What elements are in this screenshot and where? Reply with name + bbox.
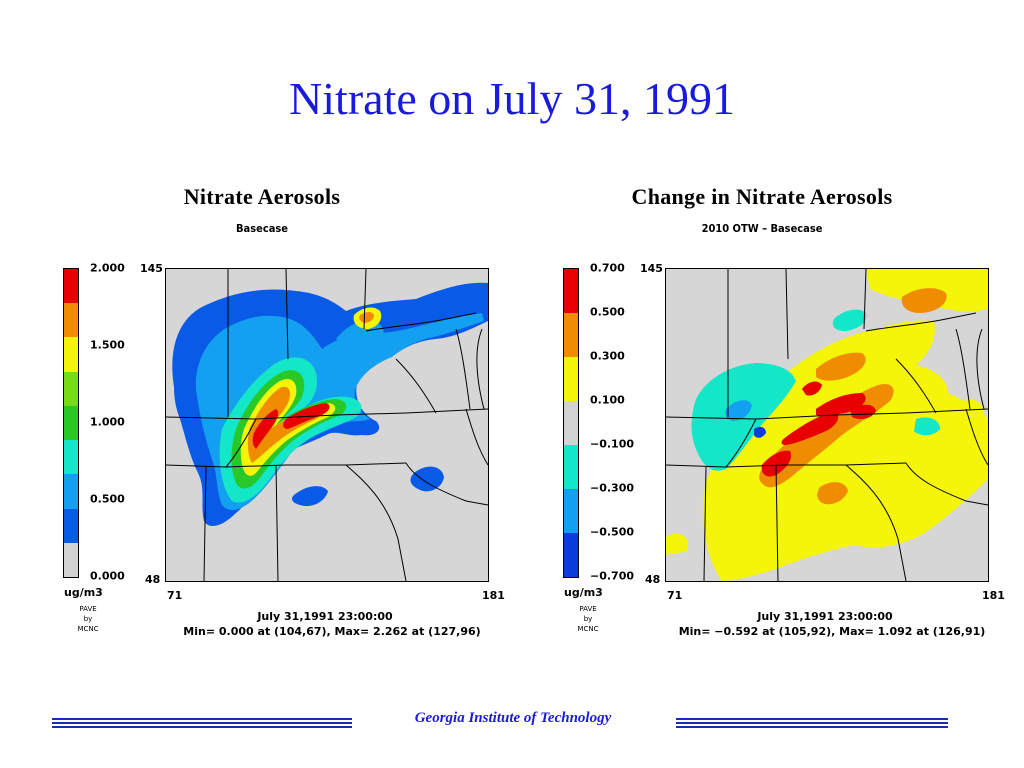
legend-label: −0.700: [590, 569, 635, 583]
units-label: ug/m3: [64, 586, 103, 599]
panel-title: Change in Nitrate Aerosols: [631, 184, 893, 209]
legend-swatch: [64, 337, 78, 372]
credit-text: PAVE by MCNC: [577, 605, 599, 633]
datetime-label: July 31,1991 23:00:00: [757, 610, 893, 623]
x-axis-left-label: 71: [667, 589, 683, 602]
legend-label: 0.000: [90, 569, 125, 583]
units-label: ug/m3: [564, 586, 603, 599]
x-axis-left-label: 71: [167, 589, 183, 602]
footer-rule-left: [52, 718, 352, 728]
x-axis-right-label: 181: [482, 589, 505, 602]
legend-swatch: [64, 508, 78, 543]
color-legend-bar: [63, 268, 79, 578]
legend-label: 0.100: [590, 393, 625, 407]
footer-text: Georgia Institute of Technology: [414, 710, 612, 726]
legend-swatch: [64, 542, 78, 577]
y-axis-bottom-label: 48: [145, 573, 161, 586]
panel-change-in-nitrate: Change in Nitrate Aerosols 2010 OTW – Ba…: [512, 178, 1012, 648]
legend-label: −0.300: [590, 481, 635, 495]
minmax-label: Min= −0.592 at (105,92), Max= 1.092 at (…: [678, 625, 986, 638]
panel-subtitle: 2010 OTW – Basecase: [701, 222, 823, 235]
datetime-label: July 31,1991 23:00:00: [257, 610, 393, 623]
legend-swatch: [564, 489, 578, 533]
legend-swatch: [64, 474, 78, 509]
legend-label: 0.300: [590, 349, 625, 363]
legend-label: 2.000: [90, 261, 125, 275]
legend-swatch: [564, 533, 578, 577]
y-axis-top-label: 145: [140, 262, 163, 275]
legend-label: 0.500: [590, 305, 625, 319]
legend-label: 0.500: [90, 492, 125, 506]
legend-swatch: [564, 357, 578, 401]
legend-label: 1.000: [90, 415, 125, 429]
legend-swatch: [64, 371, 78, 406]
credit-text: PAVE by MCNC: [77, 605, 99, 633]
color-legend-bar: [563, 268, 579, 578]
legend-swatch: [564, 313, 578, 357]
legend-swatch: [64, 440, 78, 475]
y-axis-bottom-label: 48: [645, 573, 661, 586]
x-axis-right-label: 181: [982, 589, 1005, 602]
legend-swatch: [564, 401, 578, 445]
legend-swatch: [564, 269, 578, 313]
legend-label: −0.100: [590, 437, 635, 451]
legend-swatch: [64, 303, 78, 338]
y-axis-top-label: 145: [640, 262, 663, 275]
legend-label: 1.500: [90, 338, 125, 352]
minmax-label: Min= 0.000 at (104,67), Max= 2.262 at (1…: [183, 625, 481, 638]
panel-title: Nitrate Aerosols: [183, 184, 341, 209]
legend-swatch: [564, 445, 578, 489]
slide-title: Nitrate on July 31, 1991: [289, 73, 735, 124]
legend-label: 0.700: [590, 261, 625, 275]
footer-rule-right: [676, 718, 948, 728]
legend-swatch: [64, 269, 78, 304]
nitrate-change-map: [665, 268, 989, 582]
panel-subtitle: Basecase: [236, 222, 288, 235]
legend-label: −0.500: [590, 525, 635, 539]
panel-nitrate-aerosols: Nitrate Aerosols Basecase 2.000 1.500 1.…: [12, 178, 512, 648]
legend-swatch: [64, 405, 78, 441]
nitrate-concentration-map: [165, 268, 489, 582]
